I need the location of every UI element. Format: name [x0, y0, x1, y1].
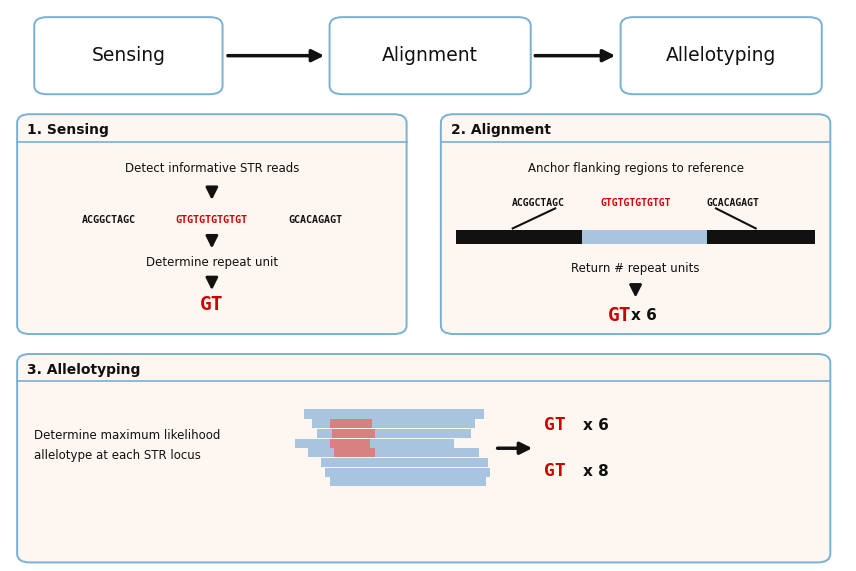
FancyBboxPatch shape [17, 354, 830, 562]
FancyBboxPatch shape [34, 17, 223, 94]
Bar [456, 230, 582, 244]
Text: x 6: x 6 [632, 308, 657, 323]
Text: 3. Allelotyping: 3. Allelotyping [27, 363, 140, 377]
Text: GT: GT [544, 416, 565, 435]
Text: GTGTGTGTGTGT: GTGTGTGTGTGT [600, 198, 671, 208]
Bar [308, 448, 479, 457]
Text: Alignment: Alignment [382, 46, 479, 65]
Text: Determine maximum likelihood
allelotype at each STR locus: Determine maximum likelihood allelotype … [34, 429, 221, 461]
Text: ACGGCTAGCGTGTGTGTGTGTGCACAGAGT: ACGGCTAGCGTGTGTGTGTGTGCACAGAGT [122, 215, 302, 225]
Text: 1. Sensing: 1. Sensing [27, 123, 110, 137]
Text: Allelotyping: Allelotyping [666, 46, 776, 65]
Text: GTGTGTGTGTGT: GTGTGTGTGTGT [175, 215, 248, 225]
FancyBboxPatch shape [441, 114, 830, 334]
Bar [330, 419, 372, 428]
Text: 2. Alignment: 2. Alignment [451, 123, 551, 137]
Bar [330, 477, 486, 486]
Text: Anchor flanking regions to reference: Anchor flanking regions to reference [527, 162, 744, 175]
Text: x 6: x 6 [583, 418, 609, 433]
Text: GCACAGAGT: GCACAGAGT [706, 198, 759, 208]
Bar [295, 439, 454, 448]
FancyBboxPatch shape [621, 17, 822, 94]
Text: Determine repeat unit: Determine repeat unit [146, 256, 278, 269]
Text: GT: GT [608, 305, 632, 325]
Bar [304, 409, 484, 419]
Bar [317, 429, 471, 438]
Text: GT: GT [200, 295, 223, 314]
Bar [321, 458, 488, 467]
Bar [707, 230, 815, 244]
Text: GCACAGAGT: GCACAGAGT [288, 215, 342, 225]
Text: ACGGCTAGC: ACGGCTAGC [81, 215, 135, 225]
Text: Detect informative STR reads: Detect informative STR reads [125, 162, 299, 175]
Bar [332, 429, 375, 438]
Bar [330, 439, 370, 448]
Bar [334, 448, 375, 457]
Bar [456, 230, 815, 244]
Text: Return # repeat units: Return # repeat units [571, 262, 700, 275]
Text: ACGGCTAGC: ACGGCTAGC [512, 198, 565, 208]
FancyBboxPatch shape [17, 114, 407, 334]
Text: x 8: x 8 [583, 464, 609, 478]
Text: Sensing: Sensing [92, 46, 165, 65]
FancyBboxPatch shape [330, 17, 531, 94]
Bar [312, 419, 475, 428]
Text: GT: GT [544, 462, 565, 480]
Bar [325, 468, 490, 477]
